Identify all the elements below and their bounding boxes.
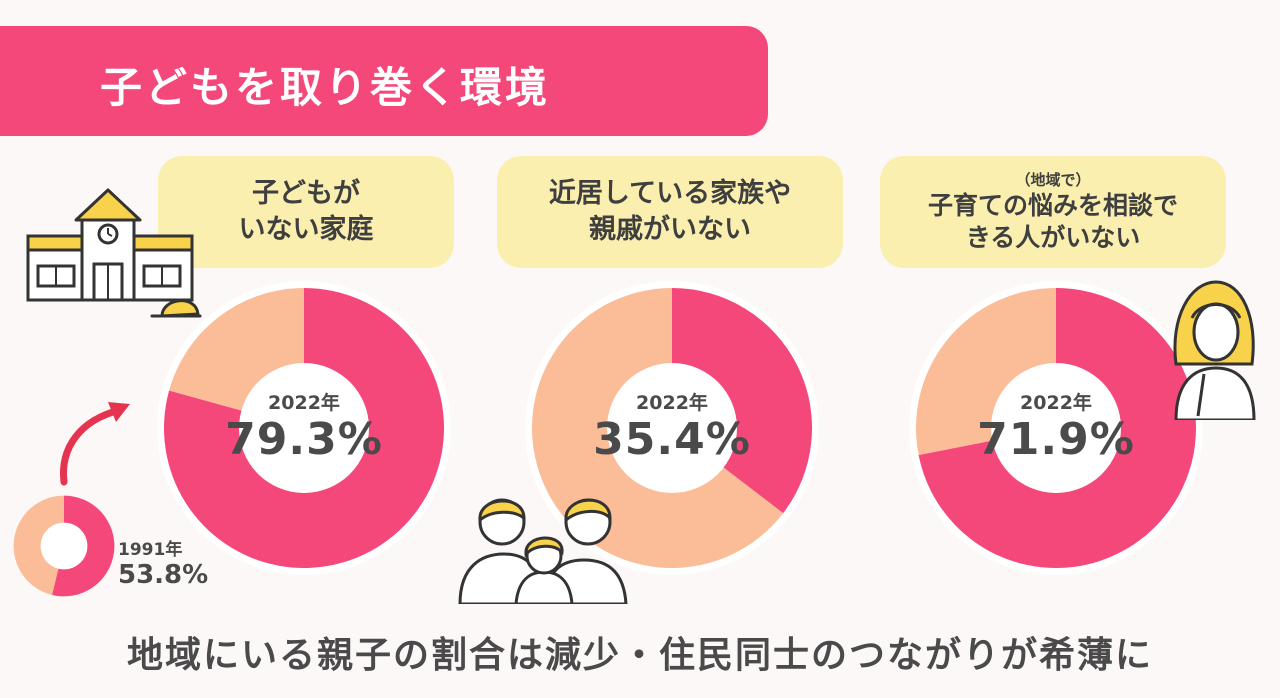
school-icon: [26, 188, 194, 302]
worried-woman-icon: [1173, 280, 1256, 420]
cap-icon: [150, 299, 202, 318]
donut-1-center: 2022年 79.3%: [154, 278, 454, 578]
title-banner: 子どもを取り巻く環境: [0, 26, 768, 136]
donut-1991-year: 1991年: [118, 540, 183, 560]
label-3-line-2: きる人がいない: [965, 223, 1141, 252]
donut-1991-percent: 53.8%: [118, 560, 209, 590]
donut-2-year: 2022年: [636, 392, 708, 414]
label-box-3: （地域で） 子育ての悩みを相談で きる人がいない: [880, 156, 1226, 268]
donut-2-value-slice: [672, 288, 812, 514]
label-2-line-2: 親戚がいない: [589, 214, 751, 245]
donut-chart-3: [909, 281, 1203, 575]
donut-1-year: 2022年: [268, 392, 340, 414]
label-box-2: 近居している家族や 親戚がいない: [497, 156, 843, 268]
label-3-line-1: 子育ての悩みを相談で: [927, 191, 1178, 220]
page-title: 子どもを取り巻く環境: [100, 63, 551, 112]
donut-chart-1: [157, 281, 451, 575]
donut-3-center: 2022年 71.9%: [906, 278, 1206, 578]
donut-1991-label: 1991年 53.8%: [118, 540, 208, 590]
label-2-line-1: 近居している家族や: [548, 178, 792, 209]
footer-caption: 地域にいる親子の割合は減少・住民同士のつながりが希薄に: [126, 635, 1153, 676]
label-1-line-1: 子どもが: [252, 178, 360, 209]
donut-1-percent: 79.3%: [225, 414, 383, 465]
curved-arrow-icon: [60, 402, 130, 486]
label-1-line-2: いない家庭: [238, 214, 374, 245]
donut-3-percent: 71.9%: [977, 414, 1135, 465]
donut-1991-rest-slice: [13, 495, 64, 595]
donut-chart-1991: [13, 495, 115, 597]
donut-3-year: 2022年: [1020, 392, 1092, 414]
family-icon: [458, 498, 628, 604]
label-3-small: （地域で）: [1015, 171, 1091, 189]
donut-2-percent: 35.4%: [593, 414, 751, 465]
label-box-1: 子どもが いない家庭: [158, 156, 454, 268]
donut-2-center: 2022年 35.4%: [522, 278, 822, 578]
